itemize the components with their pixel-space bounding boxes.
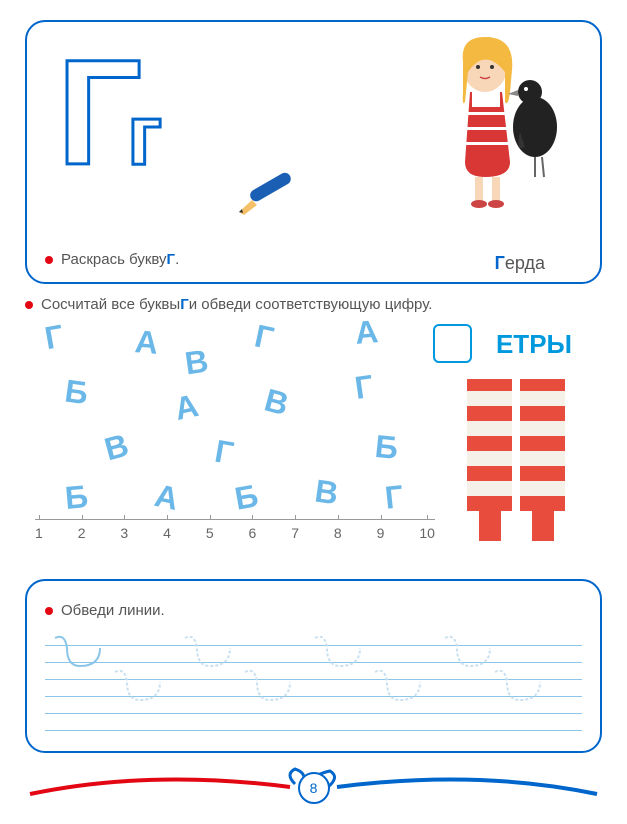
- number-tick: 2: [78, 525, 86, 541]
- instruction-count-letters: Сосчитай все буквы Г и обведи соответств…: [25, 296, 602, 313]
- big-letter-display: Гг: [57, 37, 157, 187]
- illustration-caption: Герда: [495, 253, 545, 274]
- number-line: 1 2 3 4 5 6 7 8 9 10: [35, 519, 435, 541]
- instruction1-suffix: .: [175, 251, 179, 268]
- scatter-letter: Б: [373, 428, 400, 467]
- scatter-letter: Б: [232, 477, 261, 517]
- scatter-letter: Г: [212, 433, 236, 473]
- girl-with-bird-illustration: [420, 32, 570, 212]
- bullet-icon: [45, 607, 53, 615]
- answer-box[interactable]: [433, 324, 472, 363]
- number-tick: 9: [377, 525, 385, 541]
- number-tick: 5: [206, 525, 214, 541]
- word-suffix: ЕТРЫ: [496, 329, 572, 360]
- number-tick: 6: [249, 525, 257, 541]
- socks-illustration: [462, 379, 572, 549]
- pencil-icon: [237, 172, 297, 217]
- tracing-curves-2: [45, 662, 565, 712]
- scatter-letter: А: [133, 323, 159, 362]
- instruction2-letter: Г: [180, 296, 189, 313]
- page-number: 8: [298, 772, 330, 804]
- instruction1-prefix: Раскрась букву: [61, 251, 167, 268]
- scatter-letter: А: [151, 477, 181, 518]
- scatter-letter: Г: [383, 478, 405, 517]
- number-tick: 3: [120, 525, 128, 541]
- scatter-letter: В: [183, 343, 211, 383]
- instruction2-prefix: Сосчитай все буквы: [41, 296, 180, 313]
- letter-counting-section: ГАВГАБАВГВГББАБВГ 12345678910 ЕТРЫ: [25, 319, 602, 569]
- scatter-letter: Г: [251, 318, 276, 358]
- page-footer: 8: [0, 759, 627, 809]
- number-tick: 7: [291, 525, 299, 541]
- scatter-letter: Б: [63, 373, 91, 413]
- tracing-panel: Обведи линии.: [25, 579, 602, 753]
- bullet-icon: [45, 256, 53, 264]
- letter-uppercase: Г: [57, 28, 137, 196]
- scatter-letter: В: [313, 473, 341, 513]
- letter-lowercase: г: [127, 88, 157, 183]
- scatter-letter: Г: [353, 368, 376, 407]
- scatter-letter: А: [353, 313, 379, 352]
- caption-first-letter: Г: [495, 253, 505, 273]
- scatter-letter: В: [101, 427, 133, 469]
- bullet-icon: [25, 301, 33, 309]
- number-tick: 4: [163, 525, 171, 541]
- letter-intro-panel: Гг: [25, 20, 602, 284]
- scatter-letter: Г: [42, 318, 66, 358]
- instruction-color-letter: Раскрась букву Г.: [45, 251, 179, 268]
- instruction1-letter: Г: [167, 251, 176, 268]
- instruction-trace-lines: Обведи линии.: [45, 602, 582, 619]
- scatter-letter: Б: [63, 478, 89, 517]
- number-tick: 8: [334, 525, 342, 541]
- instruction2-suffix: и обведи соответствующую цифру.: [189, 296, 433, 313]
- number-tick: 10: [419, 525, 435, 541]
- scatter-letter: В: [261, 382, 293, 424]
- scattered-letters: ГАВГАБАВГВГББАБВГ: [35, 319, 435, 519]
- instruction3-text: Обведи линии.: [61, 602, 165, 619]
- writing-lines: [45, 629, 582, 731]
- caption-rest: ерда: [505, 253, 545, 273]
- number-tick: 1: [35, 525, 43, 541]
- scatter-letter: А: [171, 387, 201, 428]
